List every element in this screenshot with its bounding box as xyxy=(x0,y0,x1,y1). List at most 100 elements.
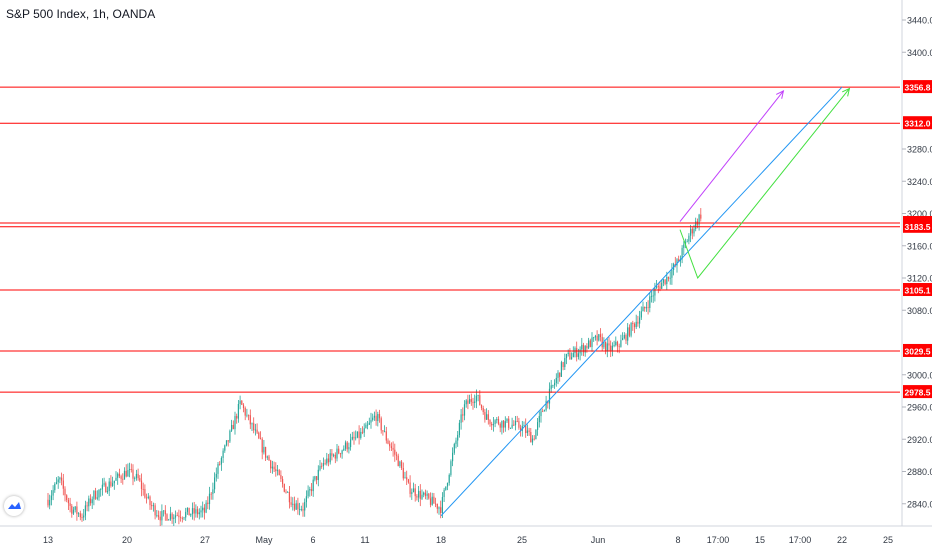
candle-body xyxy=(344,442,347,449)
candle-body xyxy=(644,306,646,309)
candle-body xyxy=(166,514,168,521)
candle-body xyxy=(467,400,469,404)
candle-body xyxy=(84,505,86,516)
candle-body xyxy=(535,429,537,440)
candle-body xyxy=(565,354,568,359)
candle-body xyxy=(208,493,211,505)
candle-body xyxy=(611,345,613,352)
candle-body xyxy=(610,345,612,352)
candle-body xyxy=(397,455,399,467)
price-tick-label: 3280.0 xyxy=(907,145,932,155)
candle-body xyxy=(241,400,243,405)
candle-body xyxy=(572,353,574,358)
candle-body xyxy=(523,425,525,427)
candle-body xyxy=(584,345,586,353)
candle-body xyxy=(469,399,471,404)
candle-body xyxy=(54,483,56,491)
candle-body xyxy=(591,337,593,347)
candle-body xyxy=(601,337,603,348)
candle-body xyxy=(533,438,535,440)
candle-body xyxy=(605,341,607,352)
candle-body xyxy=(67,499,69,504)
candle-body xyxy=(127,470,129,477)
candle-body xyxy=(205,502,207,513)
candle-body xyxy=(616,341,619,347)
candle-body xyxy=(174,515,177,518)
candle-body xyxy=(302,509,304,511)
price-tick-label: 3080.0 xyxy=(907,306,932,316)
candle-body xyxy=(479,395,481,405)
candle-body xyxy=(537,422,539,430)
candle-body xyxy=(382,430,384,432)
candle-body xyxy=(282,478,284,484)
candle-body xyxy=(559,372,561,377)
candle-body xyxy=(446,482,449,487)
candle-body xyxy=(299,509,301,510)
candle-body xyxy=(457,434,459,441)
candle-body xyxy=(440,507,442,514)
candle-body xyxy=(530,432,532,443)
candle-body xyxy=(389,443,391,447)
price-level-badge xyxy=(903,283,932,297)
candle-body xyxy=(123,470,126,480)
price-tick-label: 3440.0 xyxy=(907,16,932,26)
candle-body xyxy=(125,470,127,477)
candle-body xyxy=(639,317,641,324)
candle-body xyxy=(480,404,483,408)
candle-body xyxy=(112,483,114,486)
candle-body xyxy=(316,476,318,481)
candle-body xyxy=(443,489,445,498)
projection-arrow-green[interactable] xyxy=(679,88,850,280)
candle-body xyxy=(251,423,253,425)
candle-body xyxy=(180,517,182,519)
candle-body xyxy=(249,415,251,425)
candle-body xyxy=(441,497,443,514)
candle-body xyxy=(346,442,348,450)
candle-body xyxy=(424,492,426,496)
candle-body xyxy=(637,321,639,324)
candle-body xyxy=(353,436,355,439)
uptrend-line[interactable] xyxy=(440,86,843,517)
candle-body xyxy=(642,306,644,312)
candle-body xyxy=(207,502,209,505)
candle-body xyxy=(435,503,437,505)
candle-body xyxy=(445,486,447,490)
candle-body xyxy=(497,419,500,424)
price-tick-label: 3000.0 xyxy=(907,370,932,380)
candle-body xyxy=(324,463,326,464)
candle-body xyxy=(295,503,297,510)
candle-body xyxy=(217,464,219,474)
time-tick-label: 22 xyxy=(837,535,847,545)
candle-body xyxy=(78,513,80,515)
candle-body xyxy=(418,490,420,498)
candle-body xyxy=(98,490,100,498)
tradingview-logo[interactable] xyxy=(4,496,24,516)
candle-body xyxy=(244,408,246,416)
candle-body xyxy=(531,438,534,443)
candle-body xyxy=(239,400,241,404)
candle-body xyxy=(508,418,510,428)
candle-body xyxy=(560,362,562,377)
price-tick-label: 2960.0 xyxy=(907,403,932,413)
candle-body xyxy=(404,477,406,479)
candle-body xyxy=(475,395,477,402)
candle-body xyxy=(122,478,124,480)
candle-body xyxy=(341,450,343,455)
candle-body xyxy=(50,495,52,500)
candle-body xyxy=(582,344,585,353)
candle-body xyxy=(164,510,166,515)
candle-body xyxy=(380,418,382,431)
price-level-badge xyxy=(903,343,932,357)
projection-arrow-purple[interactable] xyxy=(679,90,784,222)
candle-body xyxy=(649,296,651,309)
candle-body xyxy=(433,496,435,504)
candle-body xyxy=(96,497,98,499)
candle-body xyxy=(394,449,396,455)
candle-body xyxy=(491,423,493,426)
price-level-label: 3105.1 xyxy=(905,285,931,295)
candle-body xyxy=(86,505,88,507)
candle-body xyxy=(361,431,364,433)
candle-body xyxy=(395,454,398,456)
